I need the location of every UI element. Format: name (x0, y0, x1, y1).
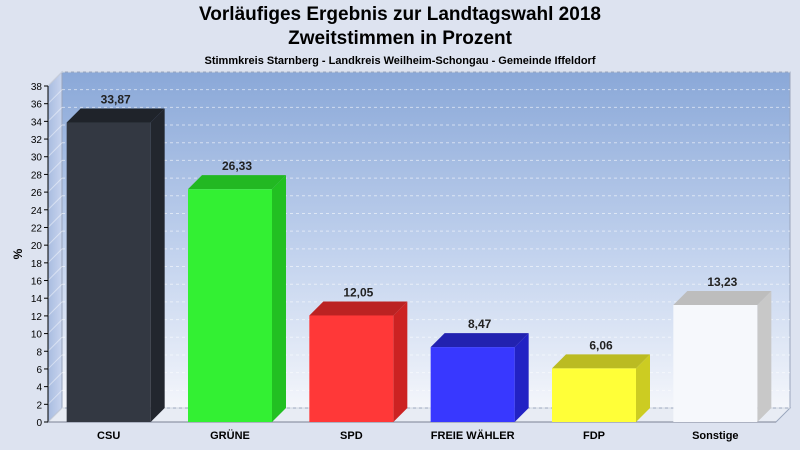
y-tick-label: 14 (31, 294, 43, 305)
y-tick-label: 4 (36, 383, 42, 394)
gridline-side (47, 177, 63, 193)
gridline-side (47, 89, 63, 105)
y-tick-label: 38 (31, 82, 43, 93)
chart-subtitle: Zweitstimmen in Prozent (288, 28, 512, 49)
bar-2 (188, 175, 286, 422)
gridline-side (47, 407, 63, 423)
data-label: 6,06 (589, 338, 613, 352)
bar-top (188, 175, 286, 190)
gridline-side (47, 336, 63, 352)
bar-front (552, 368, 636, 422)
bar-front (673, 305, 758, 422)
gridline-side (47, 301, 63, 317)
chart-title: Vorläufiges Ergebnis zur Landtagswahl 20… (199, 4, 601, 25)
bar-side (150, 108, 165, 423)
gridline-side (47, 142, 63, 158)
bar-6 (673, 291, 772, 422)
y-tick-label: 20 (31, 241, 43, 252)
data-label: 12,05 (343, 285, 373, 299)
bar-side (393, 301, 408, 422)
gridline-side (47, 213, 63, 228)
grid-lines (47, 71, 790, 423)
bar-5 (552, 354, 650, 422)
gridline-side (47, 354, 63, 370)
labels: 02468101214161820222426283032343638%33,8… (11, 82, 739, 442)
bar-front (188, 189, 272, 422)
y-tick-label: 24 (31, 206, 43, 217)
data-label: 13,23 (707, 275, 737, 289)
x-tick-label: SPD (340, 430, 363, 442)
bar-front (309, 315, 394, 422)
data-label: 26,33 (222, 159, 252, 173)
gridline-side (47, 195, 63, 211)
bar-front (430, 347, 515, 422)
gridline-side (47, 248, 63, 264)
y-tick-label: 12 (31, 312, 43, 323)
x-tick-label: Sonstige (692, 430, 738, 442)
bar-3 (309, 301, 408, 422)
bar-top (66, 108, 165, 123)
bar-top (552, 354, 650, 369)
gridline-side (47, 389, 63, 405)
y-tick-label: 26 (31, 188, 43, 199)
y-tick-label: 10 (31, 330, 43, 341)
y-tick-label: 8 (36, 347, 42, 358)
data-label: 8,47 (468, 317, 492, 331)
bar-top (430, 333, 529, 348)
y-tick-label: 36 (31, 100, 43, 111)
bar-front (66, 122, 151, 423)
bars (66, 108, 772, 423)
y-tick-label: 30 (31, 153, 43, 164)
x-tick-label: CSU (97, 430, 120, 442)
bar-top (309, 301, 408, 316)
gridline-side (47, 319, 63, 334)
x-tick-label: GRÜNE (210, 429, 250, 442)
x-tick-label: FDP (583, 430, 605, 442)
y-tick-label: 6 (36, 365, 42, 376)
data-label: 33,87 (101, 93, 131, 107)
gridline-side (47, 266, 63, 281)
bar-4 (430, 333, 529, 422)
bar-side (272, 175, 286, 422)
gridline-side (47, 160, 63, 175)
bar-side (636, 354, 650, 422)
bar-top (673, 291, 772, 306)
gridline-side (47, 71, 63, 87)
bar-1 (66, 108, 165, 423)
y-tick-label: 18 (31, 259, 43, 270)
axes (44, 85, 776, 423)
gridline-side (47, 107, 63, 122)
y-tick-label: 2 (36, 400, 42, 411)
x-tick-label: FREIE WÄHLER (431, 429, 515, 442)
y-tick-label: 0 (36, 418, 42, 429)
y-tick-label: 28 (31, 170, 43, 181)
gridline-side (47, 124, 63, 140)
y-axis-label: % (11, 248, 25, 259)
y-tick-label: 34 (31, 117, 43, 128)
side-wall (47, 70, 63, 424)
bar-side (514, 333, 529, 422)
back-wall (61, 71, 791, 409)
chart-caption: Stimmkreis Starnberg - Landkreis Weilhei… (204, 55, 596, 67)
y-tick-label: 32 (31, 135, 43, 146)
y-tick-label: 16 (31, 277, 43, 288)
gridline-side (47, 230, 63, 246)
bar-side (757, 291, 772, 422)
gridline-side (47, 372, 63, 387)
y-tick-label: 22 (31, 223, 43, 234)
gridline-side (47, 283, 63, 299)
